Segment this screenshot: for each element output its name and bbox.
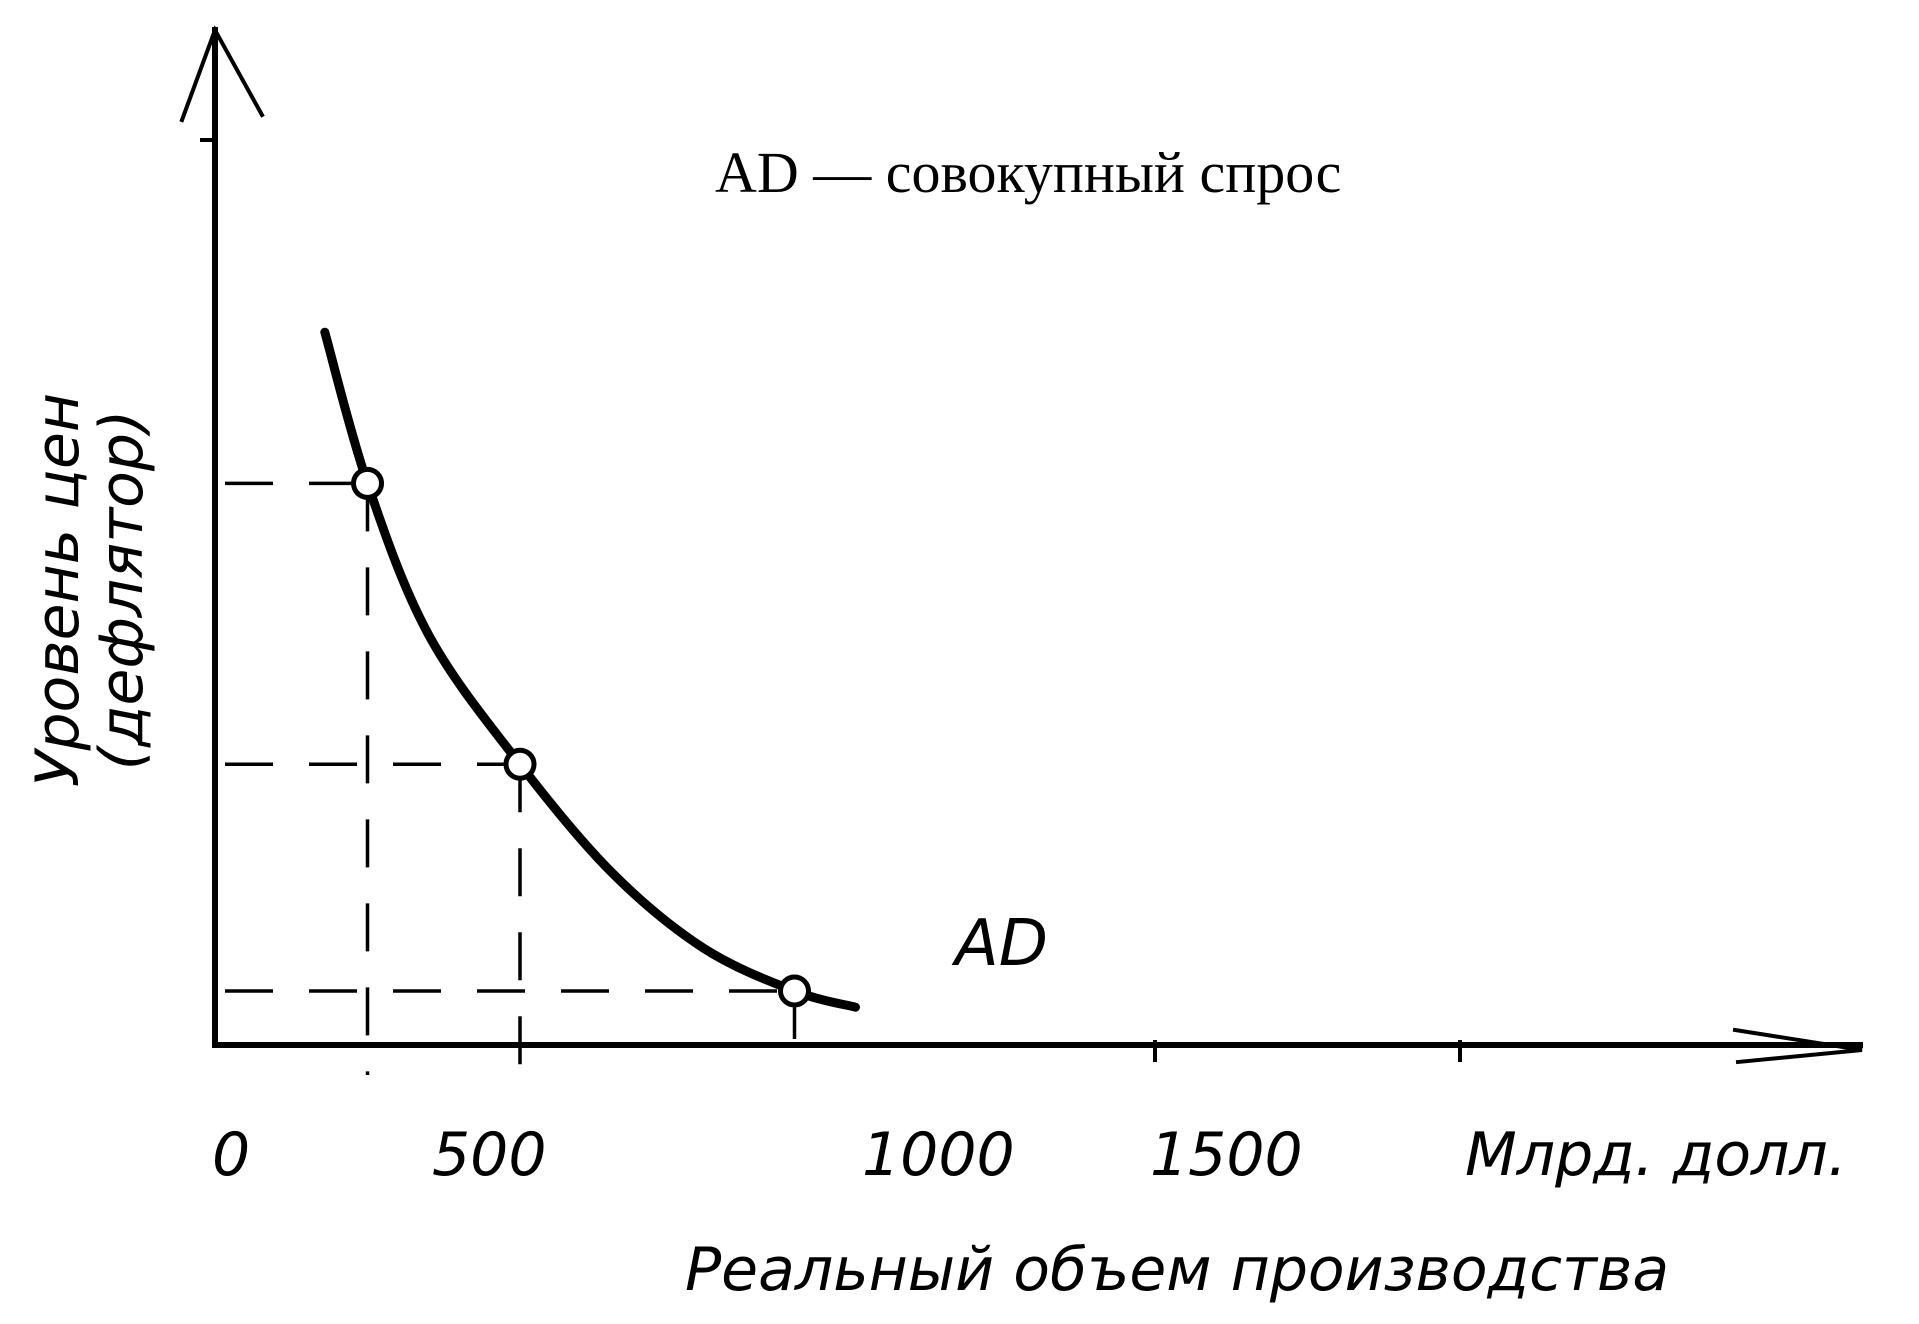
ad-point-1 [351,466,384,500]
ad-curve [320,327,860,1012]
guide-lines [225,481,797,1075]
y-axis-arrow [179,25,265,123]
labels: AD — совокупный спрос 0 500 1000 1500 Мл… [23,140,1847,1305]
x-tick-label-0: 0 [212,1120,250,1190]
chart-title: AD — совокупный спрос [715,140,1341,205]
y-axis-title-line-1: Уровень цен [23,393,93,787]
ad-point-3 [778,974,811,1008]
series-label-ad: AD [951,907,1048,981]
x-axis-arrow [1732,1027,1863,1065]
y-axis-title: Уровень цен (дефлятор) [23,393,157,787]
x-tick-label-1500: 1500 [1150,1120,1303,1190]
axes [179,25,1863,1065]
curve-group [320,327,860,1012]
ad-point-2 [503,747,537,781]
x-axis-title: Реальный объем производства [685,1235,1669,1305]
points-group [351,466,811,1008]
x-tick-label-1000: 1000 [862,1120,1015,1190]
x-axis-unit: Млрд. долл. [1465,1120,1847,1190]
x-tick-label-500: 500 [432,1120,547,1190]
y-axis-title-line-2: (дефлятор) [87,410,157,771]
